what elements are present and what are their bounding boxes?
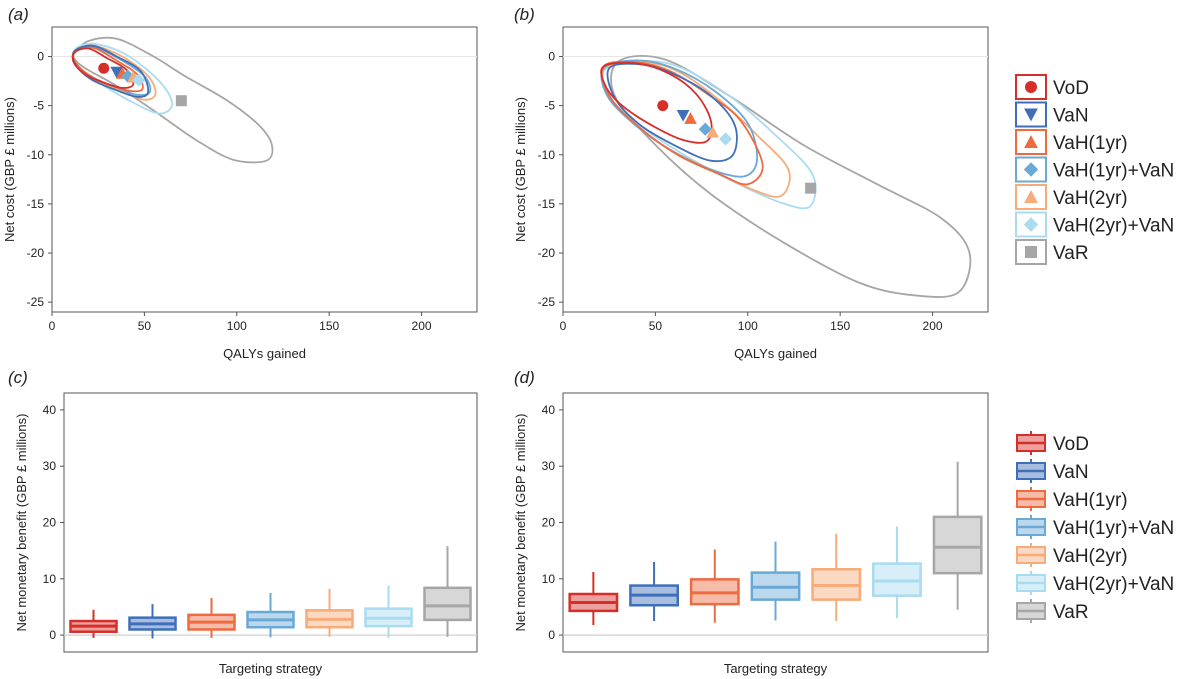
panel-label: (c) xyxy=(8,368,28,387)
y-axis-label: Net cost (GBP £ millions) xyxy=(513,97,528,242)
legend-marker-VoD xyxy=(1025,81,1037,93)
legend-label-VaH(1yr): VaH(1yr) xyxy=(1053,490,1128,511)
contour-VaR xyxy=(610,55,972,298)
plot-frame xyxy=(51,26,478,313)
x-tick-label: 150 xyxy=(319,319,339,333)
point-VaR xyxy=(805,182,817,194)
panel-d-boxplot: 0 10 20 30 40 Targeting strategy Net monetary … xyxy=(513,368,989,676)
legend-label-VaH(1yr): VaH(1yr) xyxy=(1053,133,1128,154)
point-VaN xyxy=(110,66,123,79)
legend-label-VaN: VaN xyxy=(1053,106,1089,127)
y-tick-label: 30 xyxy=(43,459,57,473)
panel-label: (d) xyxy=(514,368,535,387)
x-tick-label: 150 xyxy=(830,319,850,333)
point-VaH(2yr)+VaN xyxy=(132,73,146,87)
legend-marker-VaR xyxy=(1025,246,1037,258)
legend-label-VaR: VaR xyxy=(1053,243,1089,264)
y-tick-label: 30 xyxy=(542,459,556,473)
x-axis-label: Targeting strategy xyxy=(724,661,828,676)
y-tick-label: -25 xyxy=(538,295,556,309)
legend-label-VaH(1yr)+VaN: VaH(1yr)+VaN xyxy=(1053,161,1174,182)
x-axis-label: QALYs gained xyxy=(734,346,817,361)
y-tick-label: -5 xyxy=(544,99,555,113)
point-VaH(1yr) xyxy=(684,112,697,124)
x-tick-label: 100 xyxy=(738,319,758,333)
legend-label-VaR: VaR xyxy=(1053,602,1089,623)
legend-label-VaH(1yr)+VaN: VaH(1yr)+VaN xyxy=(1053,518,1174,539)
x-tick-label: 0 xyxy=(560,319,567,333)
legend-marker-VaH(2yr)+VaN xyxy=(1023,217,1039,232)
y-tick-label: -10 xyxy=(27,148,45,162)
legend-marker-VaN xyxy=(1024,108,1038,122)
y-tick-label: 20 xyxy=(542,516,556,530)
legend-swatch-VaH(1yr) xyxy=(1015,129,1047,155)
point-VaH(2yr) xyxy=(706,125,719,138)
point-VaR xyxy=(175,95,187,107)
y-tick-label: 0 xyxy=(548,628,555,642)
y-tick-label: -5 xyxy=(33,99,44,113)
box-VaR xyxy=(423,586,472,622)
y-tick-label: -20 xyxy=(538,246,556,260)
contour-VoD xyxy=(600,61,713,144)
point-VaN xyxy=(676,109,690,122)
point-VoD xyxy=(657,100,669,112)
contour-VaH(1yr) xyxy=(72,46,144,93)
x-tick-label: 0 xyxy=(49,319,56,333)
point-VoD xyxy=(98,62,110,74)
y-tick-label: 20 xyxy=(43,516,57,530)
contour-VaH(1yr) xyxy=(600,60,764,186)
panel-a-scatter: 0 50 100 150 200 0 -5 -10 -15 -20 -25 QALYs gained N… xyxy=(2,5,478,361)
y-tick-label: 0 xyxy=(548,49,555,63)
panel-b-scatter: 0 50 100 150 200 0 -5 -10 -15 -20 -25 QALYs gained N… xyxy=(513,5,989,361)
legend-marker-VaH(1yr) xyxy=(1024,135,1038,148)
legend-marker-VaH(1yr)+VaN xyxy=(1023,162,1039,177)
x-axis-label: Targeting strategy xyxy=(219,661,323,676)
y-tick-label: -10 xyxy=(538,148,556,162)
legend-label-VoD: VoD xyxy=(1053,78,1089,99)
contour-VaH(1yr)+VaN xyxy=(600,59,758,178)
legend-label-VaH(2yr): VaH(2yr) xyxy=(1053,188,1128,209)
x-tick-label: 50 xyxy=(649,319,663,333)
contour-VaR xyxy=(72,36,274,164)
y-axis-label: Net monetary benefit (GBP £ millions) xyxy=(513,414,528,632)
y-axis-label: Net cost (GBP £ millions) xyxy=(2,97,17,242)
x-tick-label: 100 xyxy=(227,319,247,333)
legend-boxplot: VoD VaN VaH(1yr) VaH(1yr)+VaN VaH(2yr) VaH(2y… xyxy=(1016,431,1174,623)
box-VaR xyxy=(932,515,983,575)
contour-VaH(2yr) xyxy=(600,60,791,198)
y-tick-label: 10 xyxy=(542,572,556,586)
y-tick-label: 0 xyxy=(49,628,56,642)
legend-label-VaH(2yr)+VaN: VaH(2yr)+VaN xyxy=(1053,574,1174,595)
legend-label-VaH(2yr)+VaN: VaH(2yr)+VaN xyxy=(1053,216,1174,237)
legend-label-VaH(2yr): VaH(2yr) xyxy=(1053,546,1128,567)
y-tick-label: -15 xyxy=(538,197,556,211)
legend-label-VoD: VoD xyxy=(1053,434,1089,455)
panel-c-boxplot: 0 10 20 30 40 Targeting strategy Net monetary … xyxy=(8,368,478,676)
y-tick-label: -15 xyxy=(27,197,45,211)
contour-VaN xyxy=(606,62,738,163)
y-tick-label: -20 xyxy=(27,246,45,260)
y-tick-label: 0 xyxy=(37,49,44,63)
y-tick-label: 10 xyxy=(43,572,57,586)
point-VaH(1yr)+VaN xyxy=(698,122,712,136)
x-axis-label: QALYs gained xyxy=(223,346,306,361)
point-VaH(2yr)+VaN xyxy=(719,132,733,146)
panel-label: (a) xyxy=(8,5,29,24)
legend-marker-VaH(2yr) xyxy=(1024,190,1038,203)
contour-VoD xyxy=(71,47,135,89)
y-axis-label: Net monetary benefit (GBP £ millions) xyxy=(14,414,29,632)
y-tick-label: -25 xyxy=(27,295,45,309)
panel-label: (b) xyxy=(514,5,535,24)
plot-frame xyxy=(562,26,989,313)
y-tick-label: 40 xyxy=(542,403,556,417)
y-tick-label: 40 xyxy=(43,403,57,417)
x-tick-label: 50 xyxy=(138,319,152,333)
x-tick-label: 200 xyxy=(923,319,943,333)
legend-label-VaN: VaN xyxy=(1053,462,1089,483)
legend-scatter: VoD VaN VaH(1yr) VaH(1yr)+VaN VaH(2yr) VaH(2y… xyxy=(1015,74,1174,265)
x-tick-label: 200 xyxy=(412,319,432,333)
